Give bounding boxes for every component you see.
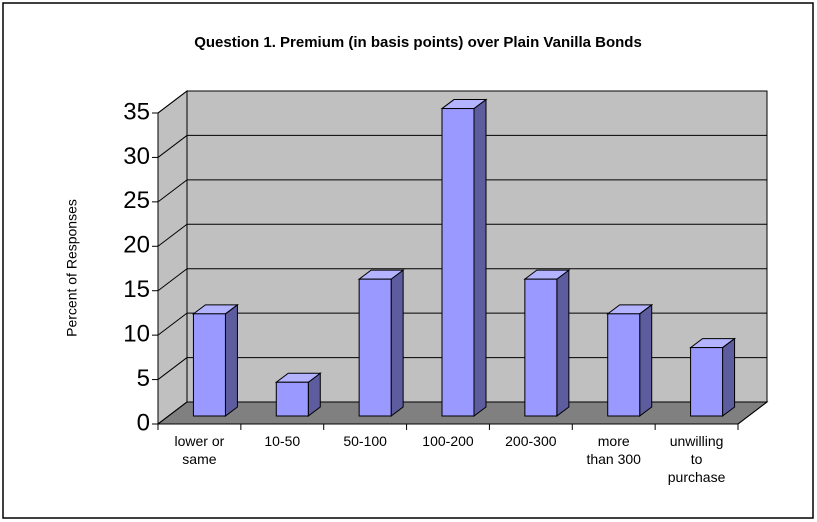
y-axis-label: Percent of Responses xyxy=(64,199,80,337)
x-axis-depth xyxy=(737,401,768,425)
chart-title: Question 1. Premium (in basis points) ov… xyxy=(194,34,642,51)
y-tick-label: 30 xyxy=(123,143,150,170)
bar xyxy=(441,108,475,417)
bar xyxy=(607,313,641,417)
y-tick-label: 20 xyxy=(123,232,150,259)
grid-line xyxy=(157,312,188,336)
bar xyxy=(275,381,309,417)
bar xyxy=(690,347,724,417)
bar-side xyxy=(722,337,736,417)
y-tick-label: 0 xyxy=(137,409,150,436)
y-tick-label: 25 xyxy=(123,187,150,214)
x-tick-label: lower or same xyxy=(174,433,225,467)
x-tick-label: 10-50 xyxy=(264,433,301,449)
bar xyxy=(524,278,558,417)
y-tick-label: 10 xyxy=(123,320,150,347)
bar-side xyxy=(224,303,238,417)
y-tick-label: 15 xyxy=(123,276,150,303)
x-tick-label: more than 300 xyxy=(586,433,641,467)
bar-side xyxy=(473,98,487,417)
x-tick-label: unwilling to purchase xyxy=(667,433,726,485)
bar-side xyxy=(556,269,570,417)
bar xyxy=(192,313,226,417)
grid-line xyxy=(157,357,188,380)
grid-line xyxy=(157,90,188,114)
y-tick-label: 35 xyxy=(123,98,150,125)
x-tick-label: 50-100 xyxy=(343,433,387,449)
grid-line xyxy=(157,223,188,247)
grid-line xyxy=(157,135,188,158)
grid-line xyxy=(157,268,188,292)
grid-line xyxy=(157,401,188,425)
y-tick-label: 5 xyxy=(137,365,150,392)
grid-line xyxy=(157,179,188,203)
x-tick-label: 200-300 xyxy=(505,433,557,449)
bar-side xyxy=(639,303,653,417)
side-wall xyxy=(157,89,188,426)
bar xyxy=(358,278,392,417)
bar-side xyxy=(390,269,404,417)
x-tick-label: 100-200 xyxy=(422,433,474,449)
